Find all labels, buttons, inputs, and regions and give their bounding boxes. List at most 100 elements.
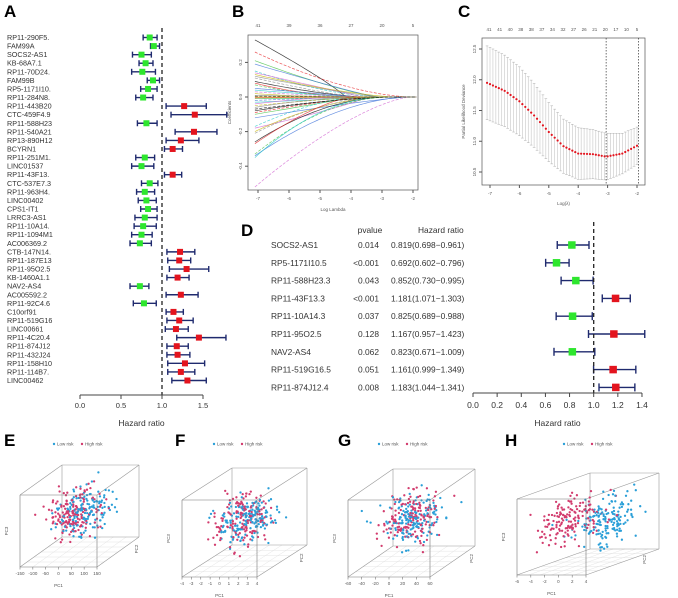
- forest-row: [165, 137, 200, 144]
- low-risk-point: [417, 526, 420, 529]
- low-risk-point: [254, 521, 257, 524]
- forest-row: [135, 188, 156, 195]
- high-risk-point: [98, 492, 101, 496]
- low-risk-point: [399, 516, 402, 519]
- x-axis-label: PC1: [385, 593, 394, 598]
- high-risk-point: [98, 505, 102, 508]
- low-risk-point: [577, 519, 580, 523]
- high-risk-point: [65, 500, 68, 503]
- high-risk-point: [591, 531, 595, 535]
- high-risk-point: [556, 505, 560, 508]
- low-risk-point: [267, 541, 270, 545]
- high-risk-point: [541, 530, 544, 533]
- low-risk-point: [86, 511, 89, 515]
- hr-point: [191, 111, 198, 118]
- high-risk-point: [260, 508, 263, 511]
- x-axis-label: PC1: [54, 583, 63, 588]
- low-risk-point: [620, 538, 624, 541]
- row-label: RP11-1094M1: [7, 230, 53, 239]
- high-risk-point: [50, 509, 53, 512]
- high-risk-point: [588, 496, 591, 499]
- row-label: CPS1-IT1: [7, 205, 39, 214]
- coefficient-path: [254, 96, 417, 157]
- deviance-point: [527, 108, 530, 111]
- row-label: RP11-874J12.4: [271, 382, 329, 392]
- pca-3d-scatter-f: -4 -3 -2 -1 0 1 2 3 4 Low risk High risk PC1 PC3 PC2: [166, 442, 308, 598]
- row-pvalue: 0.051: [358, 365, 379, 375]
- low-risk-point: [626, 508, 630, 511]
- deviance-point: [488, 83, 492, 86]
- high-risk-point: [68, 533, 71, 536]
- high-risk-point: [92, 480, 96, 483]
- low-risk-point: [606, 526, 609, 530]
- deviance-point: [515, 98, 518, 101]
- low-risk-point: [72, 496, 75, 499]
- high-risk-point: [260, 512, 263, 516]
- x-tick-label: 100: [80, 571, 88, 576]
- top-tick-label: 38: [518, 27, 524, 32]
- row-label: RP11-10A14.: [7, 222, 50, 231]
- forest-row: [555, 312, 593, 321]
- low-risk-point: [629, 508, 633, 511]
- pca-3d-scatter-h: -6 -4 -2 0 2 4 Low risk High risk PC1 PC3 PC2: [501, 442, 660, 596]
- hr-point: [572, 276, 580, 285]
- panel-label-b: B: [232, 2, 244, 21]
- low-risk-point: [414, 499, 417, 502]
- low-risk-point: [612, 521, 616, 524]
- low-risk-point: [435, 533, 439, 537]
- low-risk-point: [234, 505, 238, 509]
- high-risk-point: [76, 513, 79, 517]
- high-risk-point: [79, 487, 82, 490]
- forest-row: [142, 34, 158, 41]
- deviance-point: [553, 136, 556, 139]
- high-risk-point: [71, 510, 74, 513]
- high-risk-point: [555, 526, 558, 529]
- low-risk-point: [600, 533, 604, 537]
- high-risk-point: [412, 500, 415, 503]
- low-risk-point: [80, 507, 84, 510]
- low-risk-point: [233, 524, 237, 527]
- forest-row: [146, 77, 161, 84]
- forest-row: [544, 258, 570, 267]
- high-risk-point: [80, 533, 83, 536]
- high-risk-point: [83, 489, 86, 492]
- high-risk-point: [60, 538, 64, 541]
- row-label: RP11-70D24.: [7, 67, 50, 76]
- high-risk-point: [251, 530, 254, 533]
- low-risk-point: [84, 529, 87, 532]
- high-risk-point: [571, 528, 574, 531]
- low-risk-point: [595, 533, 598, 536]
- high-risk-point: [235, 517, 238, 520]
- high-risk-point: [567, 525, 570, 528]
- high-risk-point: [231, 527, 234, 530]
- x-tick-label: 1.2: [612, 400, 624, 410]
- low-risk-point: [601, 537, 604, 540]
- top-tick-label: 20: [379, 23, 385, 28]
- x-tick-label: -2: [543, 579, 547, 584]
- high-risk-point: [574, 523, 577, 526]
- low-risk-point: [235, 529, 238, 533]
- hr-point: [184, 377, 191, 384]
- high-risk-point: [586, 526, 589, 530]
- hr-point: [177, 137, 184, 144]
- high-risk-point: [65, 511, 69, 514]
- high-risk-point: [391, 524, 394, 527]
- hr-point: [143, 120, 150, 127]
- high-risk-point: [239, 513, 242, 516]
- low-risk-point: [89, 509, 93, 513]
- high-risk-point: [231, 520, 235, 523]
- high-risk-point: [437, 533, 441, 537]
- high-risk-point: [68, 518, 71, 521]
- high-risk-point: [541, 541, 544, 545]
- low-risk-point: [212, 509, 215, 513]
- low-risk-point: [57, 507, 61, 510]
- legend: Low risk High risk: [377, 442, 428, 447]
- high-risk-point: [62, 505, 66, 508]
- lasso-coefficient-plot: -7 -6 -5 -4 -3 -2 -0.4 -0.2 0.0 0.2 41 39 36 27 20 5 Log…: [227, 23, 419, 212]
- low-risk-point: [265, 515, 268, 518]
- high-risk-point: [393, 502, 396, 506]
- deviance-point: [568, 148, 571, 151]
- row-pvalue: 0.062: [358, 347, 379, 357]
- hr-point: [139, 68, 146, 75]
- low-risk-point: [599, 546, 602, 549]
